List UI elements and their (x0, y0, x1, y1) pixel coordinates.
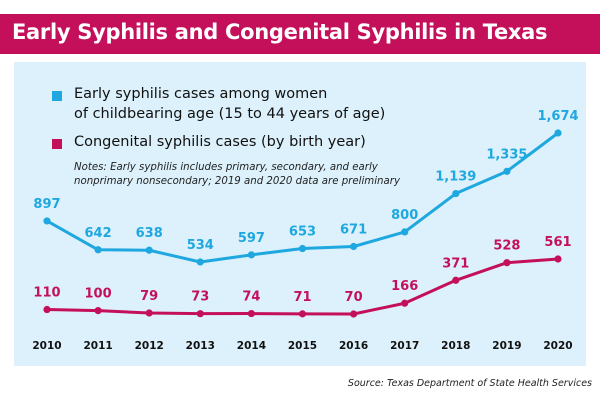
data-point-early (43, 217, 51, 225)
x-tick-label: 2018 (441, 340, 470, 352)
data-point-congenital (350, 310, 358, 318)
data-label-early: 800 (391, 208, 418, 223)
data-point-early (452, 189, 460, 198)
legend-swatch-early (52, 91, 62, 101)
legend-early-line1: Early syphilis cases among women (74, 86, 328, 102)
data-point-early (196, 258, 204, 266)
x-tick-label: 2016 (339, 340, 368, 352)
x-tick-label: 2010 (32, 340, 61, 352)
source-note: Source: Texas Department of State Health… (347, 378, 592, 389)
chart-title: Early Syphilis and Congenital Syphilis i… (12, 20, 548, 44)
data-label-congenital: 371 (442, 256, 469, 271)
data-label-early: 1,139 (435, 170, 476, 185)
data-point-congenital (298, 310, 307, 318)
data-label-early: 653 (289, 225, 316, 240)
data-point-congenital (196, 310, 204, 318)
data-label-early: 1,335 (486, 147, 527, 162)
data-point-congenital (401, 299, 409, 307)
data-label-early: 642 (85, 226, 112, 241)
data-point-early (350, 242, 358, 251)
data-point-congenital (503, 259, 511, 267)
x-tick-label: 2011 (83, 340, 112, 352)
data-label-congenital: 166 (391, 279, 418, 294)
data-point-early (94, 246, 102, 254)
data-label-congenital: 71 (293, 290, 311, 305)
series-line-early (45, 131, 560, 264)
data-label-congenital: 110 (33, 286, 60, 301)
data-point-early (247, 251, 255, 259)
data-point-congenital (43, 305, 51, 314)
data-point-early (145, 246, 153, 254)
legend-swatch-congenital (52, 139, 62, 149)
data-label-early: 671 (340, 222, 367, 237)
data-label-congenital: 73 (191, 290, 209, 305)
legend-early-line2: of childbearing age (15 to 44 years of a… (74, 106, 386, 122)
header-bar: Early Syphilis and Congenital Syphilis i… (0, 14, 600, 54)
data-point-congenital (247, 309, 255, 318)
x-tick-label: 2019 (492, 340, 521, 352)
data-point-congenital (145, 309, 153, 317)
legend-congenital: Congenital syphilis cases (by birth year… (74, 134, 366, 150)
notes-line2: nonprimary nonsecondary; 2019 and 2020 d… (74, 176, 400, 187)
data-point-early (401, 228, 409, 236)
data-label-congenital: 79 (140, 289, 158, 304)
chart-notes: Notes: Early syphilis includes primary, … (74, 161, 414, 189)
x-tick-label: 2015 (288, 340, 317, 352)
x-tick-label: 2013 (186, 340, 215, 352)
data-label-congenital: 100 (85, 287, 112, 302)
data-point-congenital (452, 276, 460, 284)
series-line-congenital (45, 257, 560, 316)
data-label-congenital: 74 (242, 290, 260, 305)
data-point-congenital (554, 255, 562, 263)
x-tick-label: 2014 (237, 340, 266, 352)
data-point-early (554, 129, 562, 137)
data-point-congenital (94, 307, 102, 315)
data-label-early: 534 (187, 238, 214, 253)
data-label-early: 1,674 (537, 109, 578, 124)
data-point-early (503, 167, 511, 175)
data-label-early: 597 (238, 231, 265, 246)
data-label-congenital: 561 (544, 235, 571, 250)
x-tick-label: 2020 (543, 340, 572, 352)
x-tick-label: 2017 (390, 340, 419, 352)
data-label-early: 638 (136, 226, 163, 241)
data-label-congenital: 70 (345, 290, 363, 305)
data-point-early (298, 244, 307, 253)
data-label-congenital: 528 (493, 239, 520, 254)
data-label-early: 897 (33, 197, 60, 212)
x-tick-label: 2012 (135, 340, 164, 352)
notes-line1: Notes: Early syphilis includes primary, … (74, 162, 378, 173)
